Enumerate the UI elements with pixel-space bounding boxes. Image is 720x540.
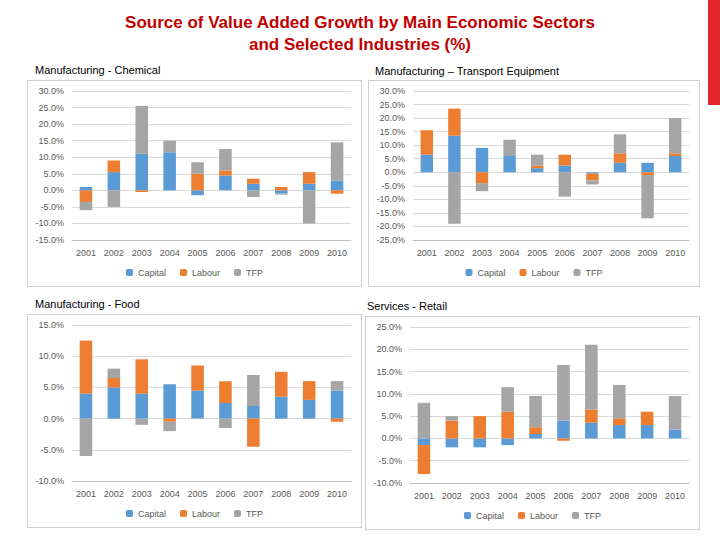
- svg-text:2001: 2001: [414, 491, 434, 501]
- svg-text:2005: 2005: [188, 489, 208, 499]
- svg-text:2008: 2008: [610, 248, 630, 258]
- html-text:Source of Value Added Growth b: Source of Value Added Growth by Main Eco…: [125, 13, 595, 32]
- svg-text:2006: 2006: [553, 491, 573, 501]
- svg-text:Capital: Capital: [476, 511, 504, 521]
- html-text:Manufacturing - Food: Manufacturing - Food: [35, 298, 140, 310]
- html-text:Manufacturing – Transport Equi: Manufacturing – Transport Equipment: [375, 65, 559, 77]
- svg-text:-10.0%: -10.0%: [376, 194, 405, 204]
- svg-text:2009: 2009: [638, 248, 658, 258]
- svg-text:2003: 2003: [132, 248, 152, 258]
- svg-text:2008: 2008: [271, 489, 291, 499]
- svg-text:15.0%: 15.0%: [38, 320, 64, 330]
- svg-text:Labour: Labour: [530, 511, 558, 521]
- svg-text:2001: 2001: [76, 489, 96, 499]
- svg-text:5.0%: 5.0%: [43, 169, 64, 179]
- svg-text:-15.0%: -15.0%: [376, 208, 405, 218]
- html-text:Services - Retail: Services - Retail: [367, 300, 448, 312]
- html-text:Manufacturing - Chemical: Manufacturing - Chemical: [35, 64, 161, 76]
- svg-text:Capital: Capital: [138, 509, 166, 519]
- svg-text:2005: 2005: [188, 248, 208, 258]
- svg-text:2006: 2006: [555, 248, 575, 258]
- svg-text:2006: 2006: [215, 248, 235, 258]
- svg-text:-10.0%: -10.0%: [35, 218, 64, 228]
- svg-text:2008: 2008: [609, 491, 629, 501]
- svg-text:2003: 2003: [470, 491, 490, 501]
- svg-text:5.0%: 5.0%: [43, 382, 64, 392]
- svg-text:0.0%: 0.0%: [384, 167, 405, 177]
- svg-text:2010: 2010: [665, 248, 685, 258]
- svg-text:-10.0%: -10.0%: [35, 476, 64, 486]
- svg-text:15.0%: 15.0%: [379, 127, 405, 137]
- svg-text:2004: 2004: [498, 491, 518, 501]
- svg-text:0.0%: 0.0%: [381, 433, 402, 443]
- svg-text:2001: 2001: [417, 248, 437, 258]
- svg-text:5.0%: 5.0%: [384, 154, 405, 164]
- svg-text:TFP: TFP: [246, 509, 263, 519]
- svg-text:2009: 2009: [637, 491, 657, 501]
- svg-text:2003: 2003: [472, 248, 492, 258]
- svg-text:2010: 2010: [665, 491, 685, 501]
- svg-text:-5.0%: -5.0%: [381, 181, 405, 191]
- svg-text:2002: 2002: [104, 248, 124, 258]
- svg-text:TFP: TFP: [584, 511, 601, 521]
- svg-text:2009: 2009: [299, 489, 319, 499]
- svg-text:-25.0%: -25.0%: [376, 235, 405, 245]
- svg-text:2001: 2001: [76, 248, 96, 258]
- svg-text:-20.0%: -20.0%: [376, 221, 405, 231]
- svg-text:10.0%: 10.0%: [38, 152, 64, 162]
- svg-text:-5.0%: -5.0%: [40, 202, 64, 212]
- svg-text:20.0%: 20.0%: [376, 344, 402, 354]
- svg-text:2002: 2002: [104, 489, 124, 499]
- svg-text:2004: 2004: [160, 248, 180, 258]
- svg-text:20.0%: 20.0%: [379, 113, 405, 123]
- svg-text:10.0%: 10.0%: [379, 140, 405, 150]
- svg-text:2005: 2005: [527, 248, 547, 258]
- svg-text:15.0%: 15.0%: [38, 136, 64, 146]
- html-text:and Selected Industries (%): and Selected Industries (%): [249, 35, 471, 54]
- svg-text:25.0%: 25.0%: [38, 103, 64, 113]
- svg-text:2007: 2007: [581, 491, 601, 501]
- svg-text:25.0%: 25.0%: [379, 100, 405, 110]
- svg-text:2002: 2002: [442, 491, 462, 501]
- svg-text:-5.0%: -5.0%: [378, 456, 402, 466]
- svg-text:30.0%: 30.0%: [38, 86, 64, 96]
- svg-text:2005: 2005: [526, 491, 546, 501]
- svg-text:Labour: Labour: [192, 509, 220, 519]
- svg-text:5.0%: 5.0%: [381, 411, 402, 421]
- svg-text:-5.0%: -5.0%: [40, 445, 64, 455]
- svg-text:10.0%: 10.0%: [376, 389, 402, 399]
- svg-text:2010: 2010: [327, 248, 347, 258]
- svg-text:2004: 2004: [500, 248, 520, 258]
- svg-text:Capital: Capital: [138, 268, 166, 278]
- svg-text:2008: 2008: [271, 248, 291, 258]
- svg-text:2007: 2007: [243, 248, 263, 258]
- svg-text:0.0%: 0.0%: [43, 414, 64, 424]
- svg-text:10.0%: 10.0%: [38, 351, 64, 361]
- svg-text:30.0%: 30.0%: [379, 86, 405, 96]
- svg-text:2007: 2007: [243, 489, 263, 499]
- svg-text:2003: 2003: [132, 489, 152, 499]
- svg-text:2010: 2010: [327, 489, 347, 499]
- svg-text:2002: 2002: [444, 248, 464, 258]
- svg-text:TFP: TFP: [586, 268, 603, 278]
- svg-text:2007: 2007: [582, 248, 602, 258]
- svg-text:Capital: Capital: [477, 268, 505, 278]
- svg-text:0.0%: 0.0%: [43, 185, 64, 195]
- svg-text:TFP: TFP: [246, 268, 263, 278]
- svg-text:-15.0%: -15.0%: [35, 235, 64, 245]
- svg-text:25.0%: 25.0%: [376, 322, 402, 332]
- svg-text:2009: 2009: [299, 248, 319, 258]
- svg-text:Labour: Labour: [531, 268, 559, 278]
- svg-text:2004: 2004: [160, 489, 180, 499]
- svg-text:Labour: Labour: [192, 268, 220, 278]
- svg-text:2006: 2006: [215, 489, 235, 499]
- svg-text:15.0%: 15.0%: [376, 367, 402, 377]
- svg-text:-10.0%: -10.0%: [373, 478, 402, 488]
- svg-text:20.0%: 20.0%: [38, 119, 64, 129]
